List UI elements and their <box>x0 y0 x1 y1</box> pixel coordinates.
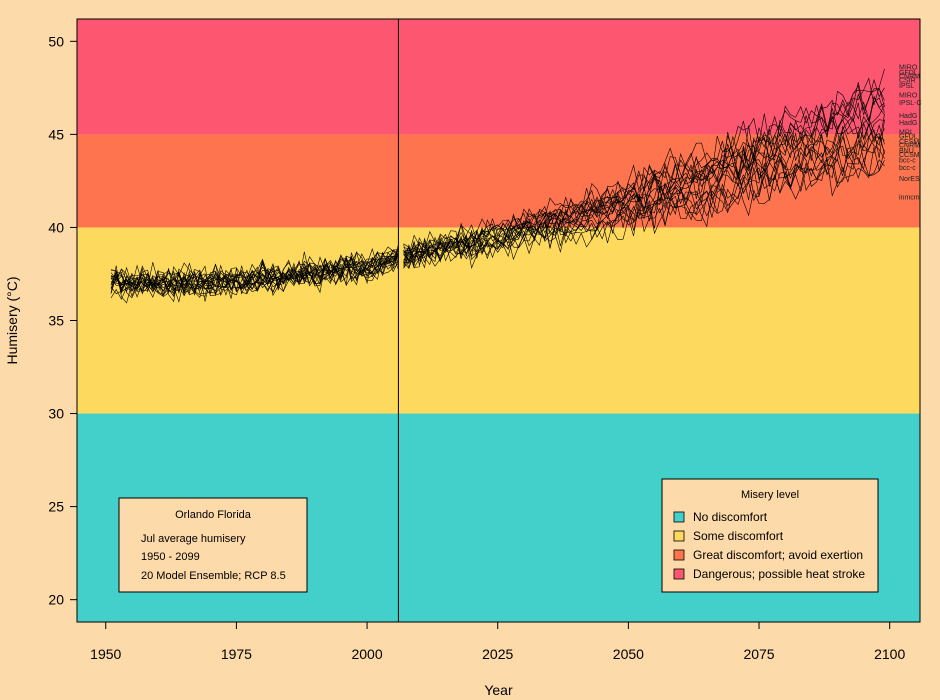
model-label: CESM <box>899 139 919 146</box>
series-line <box>111 255 399 296</box>
legend-swatch <box>673 530 685 542</box>
x-tick-label: 1975 <box>221 646 252 662</box>
x-tick-label: 2025 <box>482 646 513 662</box>
legend-item-label: Some discomfort <box>693 529 784 543</box>
y-tick-label: 35 <box>48 313 64 329</box>
model-label: GFDL <box>899 70 918 77</box>
series-line <box>110 247 399 303</box>
legend-item-label: Great discomfort; avoid exertion <box>693 548 863 562</box>
band-4 <box>77 19 920 135</box>
series-line <box>403 136 885 264</box>
legend-item-label: Dangerous; possible heat stroke <box>693 567 865 581</box>
info-box-line2: 1950 - 2099 <box>141 551 200 563</box>
series-line <box>403 104 885 261</box>
series-line <box>403 87 885 255</box>
series-line <box>403 68 885 269</box>
series-line <box>403 136 885 265</box>
model-label: IPSL-C <box>899 100 922 107</box>
series-line <box>403 84 885 269</box>
x-tick-label: 1950 <box>90 646 121 662</box>
series-line <box>110 249 399 292</box>
series-line <box>403 120 885 264</box>
y-axis-title: Humisery (°C) <box>4 276 20 364</box>
x-tick-label: 2050 <box>613 646 644 662</box>
model-label: CNRM <box>899 143 920 150</box>
series-line <box>403 134 885 269</box>
legend-swatch <box>673 511 685 523</box>
model-label: CCSM <box>899 152 920 159</box>
y-axis: 20 25 30 35 40 45 50 <box>48 33 78 608</box>
series-line <box>403 78 885 263</box>
model-label: MIRO <box>899 92 918 99</box>
model-label: BNU <box>899 148 914 155</box>
model-label: NorES <box>899 176 920 183</box>
y-tick-label: 45 <box>48 126 64 142</box>
model-label: MIRO <box>899 64 918 71</box>
series-line <box>403 96 885 262</box>
y-tick-label: 20 <box>48 592 64 608</box>
x-tick-label: 2075 <box>743 646 774 662</box>
legend-frame <box>661 478 879 593</box>
info-box-line1: Jul average humisery <box>141 533 246 545</box>
legend-swatch <box>673 568 685 580</box>
model-label: bcc-c <box>899 157 916 164</box>
model-label: GFDL <box>899 133 918 140</box>
y-tick-label: 30 <box>48 406 64 422</box>
x-axis: 1950 1975 2000 2025 2050 2075 2100 <box>90 621 905 662</box>
model-label: bcc-c <box>899 165 916 172</box>
y-tick-label: 50 <box>48 33 64 49</box>
model-label: CNRM <box>899 74 920 81</box>
y-tick-label: 40 <box>48 219 64 235</box>
x-tick-label: 2000 <box>351 646 382 662</box>
model-label: inmcm <box>899 195 920 202</box>
model-label: HadG <box>899 120 917 127</box>
series-line <box>110 256 399 297</box>
model-label: IPSL <box>899 83 914 90</box>
series-line <box>110 244 399 297</box>
model-label: HadG <box>899 113 917 120</box>
info-box-line3: 20 Model Ensemble; RCP 8.5 <box>141 570 286 582</box>
legend-title: Misery level <box>741 489 799 501</box>
info-box-frame <box>118 497 308 593</box>
band-3 <box>77 134 920 228</box>
model-label: CSIR <box>899 77 916 84</box>
band-2 <box>77 227 920 414</box>
model-label: MRI <box>899 130 912 137</box>
y-tick-label: 25 <box>48 499 64 515</box>
info-box: Orlando Florida Jul average humisery 195… <box>118 497 308 593</box>
legend-swatch <box>673 549 685 561</box>
series-line <box>403 117 885 262</box>
info-box-title: Orlando Florida <box>175 509 252 521</box>
legend: Misery level No discomfort Some discomfor… <box>661 478 879 593</box>
legend-item-label: No discomfort <box>693 510 768 524</box>
x-tick-label: 2100 <box>874 646 905 662</box>
x-axis-title: Year <box>484 682 513 698</box>
